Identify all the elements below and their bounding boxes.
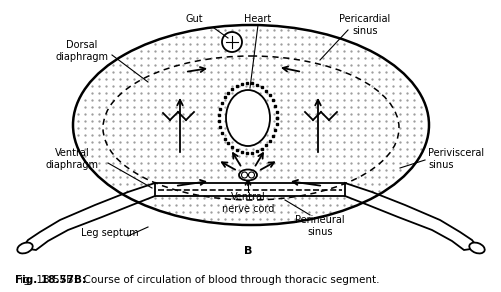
Text: Perineural
sinus: Perineural sinus [295, 215, 344, 237]
Text: B: B [243, 246, 252, 256]
Text: Dorsal
diaphragm: Dorsal diaphragm [56, 40, 108, 62]
Ellipse shape [17, 243, 33, 253]
Ellipse shape [225, 90, 270, 146]
Ellipse shape [238, 169, 257, 180]
Text: Pericardial
sinus: Pericardial sinus [339, 14, 390, 36]
Ellipse shape [468, 243, 484, 253]
Polygon shape [145, 183, 354, 196]
Circle shape [241, 172, 247, 178]
Polygon shape [344, 183, 477, 250]
Text: Heart: Heart [244, 14, 271, 24]
Text: Ventral
nerve cord: Ventral nerve cord [221, 192, 274, 214]
Text: Fig. 18.57B:: Fig. 18.57B: [15, 275, 86, 285]
Polygon shape [22, 183, 155, 250]
Text: Perivisceral
sinus: Perivisceral sinus [427, 148, 483, 170]
Text: Fig. 18.57B:  Course of circulation of blood through thoracic segment.: Fig. 18.57B: Course of circulation of bl… [15, 275, 379, 285]
Text: Ventral
diaphragm: Ventral diaphragm [46, 148, 98, 170]
Text: Leg septum: Leg septum [81, 228, 139, 238]
Circle shape [248, 172, 254, 178]
Circle shape [221, 32, 241, 52]
Text: Gut: Gut [185, 14, 202, 24]
